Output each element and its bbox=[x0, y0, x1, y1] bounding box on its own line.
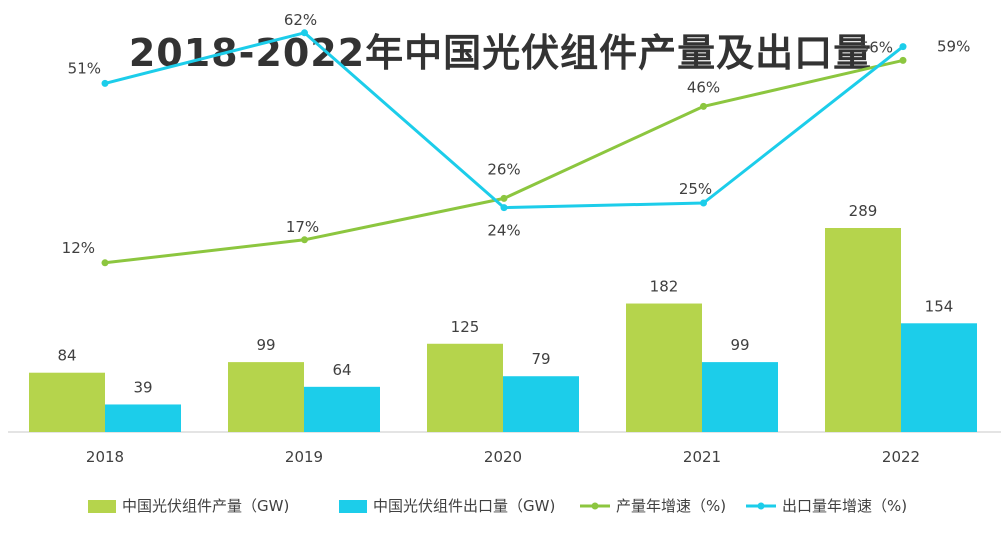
line-label-export-growth-2018: 51% bbox=[68, 59, 101, 77]
line-label-production-growth-2021: 46% bbox=[687, 78, 720, 96]
bar-label-export-2018: 39 bbox=[133, 378, 152, 396]
bar-production-2021 bbox=[626, 303, 702, 432]
bar-label-production-2019: 99 bbox=[256, 336, 275, 354]
bar-production-2018 bbox=[29, 372, 105, 432]
legend-export-label: 中国光伏组件出口量（GW) bbox=[373, 497, 555, 515]
x-tick-2020: 2020 bbox=[484, 448, 522, 466]
bar-label-export-2021: 99 bbox=[730, 336, 749, 354]
legend-export-growth-label: 出口量年增速（%) bbox=[782, 497, 907, 515]
line-label-production-growth-2022: 56% bbox=[860, 38, 893, 56]
x-tick-2019: 2019 bbox=[285, 448, 323, 466]
line-label-export-growth-2020: 24% bbox=[487, 222, 520, 240]
legend-production-label: 中国光伏组件产量（GW) bbox=[122, 497, 289, 515]
point-production-growth-2018 bbox=[101, 259, 109, 267]
line-label-export-growth-2019: 62% bbox=[284, 11, 317, 29]
point-export-growth-2020 bbox=[500, 204, 508, 212]
line-export-growth bbox=[104, 31, 904, 210]
bar-production-2020 bbox=[427, 343, 503, 432]
line-label-production-growth-2019: 17% bbox=[286, 218, 319, 236]
point-export-growth-2021 bbox=[700, 199, 707, 207]
point-production-growth-2019 bbox=[301, 236, 308, 244]
legend-production-swatch bbox=[88, 500, 116, 513]
bar-label-export-2019: 64 bbox=[332, 361, 351, 379]
chart-title: 2018-2022年中国光伏组件产量及出口量 bbox=[128, 31, 873, 75]
line-label-export-growth-2022: 59% bbox=[937, 38, 970, 56]
legend-export-growth-marker bbox=[757, 502, 765, 510]
bar-label-production-2018: 84 bbox=[57, 347, 76, 365]
bar-label-production-2021: 182 bbox=[650, 278, 679, 296]
x-tick-2018: 2018 bbox=[86, 448, 124, 466]
point-production-growth-2021 bbox=[700, 102, 707, 110]
bar-export-2019 bbox=[304, 386, 380, 432]
bar-export-2021 bbox=[702, 362, 778, 432]
bar-production-2019 bbox=[228, 362, 304, 432]
x-tick-2022: 2022 bbox=[882, 448, 920, 466]
legend-production-growth-label: 产量年增速（%) bbox=[616, 497, 726, 515]
line-label-export-growth-2021: 25% bbox=[679, 180, 712, 198]
bar-production-2022 bbox=[825, 228, 901, 432]
bar-label-export-2020: 79 bbox=[531, 350, 550, 368]
x-tick-2021: 2021 bbox=[683, 448, 721, 466]
bar-export-2020 bbox=[503, 376, 579, 432]
bar-export-2022 bbox=[901, 323, 977, 432]
bar-label-export-2022: 154 bbox=[925, 297, 954, 315]
bar-export-2018 bbox=[105, 404, 181, 432]
point-export-growth-2018 bbox=[101, 79, 109, 87]
point-production-growth-2020 bbox=[500, 194, 508, 202]
legend-export-swatch bbox=[339, 500, 367, 513]
point-export-growth-2019 bbox=[301, 29, 308, 37]
legend-production-growth-marker bbox=[591, 502, 599, 510]
point-production-growth-2022 bbox=[899, 56, 907, 64]
line-label-production-growth-2018: 12% bbox=[62, 239, 95, 257]
bar-label-production-2022: 289 bbox=[849, 202, 878, 220]
bar-label-production-2020: 125 bbox=[451, 318, 480, 336]
point-export-growth-2022 bbox=[899, 43, 907, 51]
line-label-production-growth-2020: 26% bbox=[487, 160, 520, 178]
